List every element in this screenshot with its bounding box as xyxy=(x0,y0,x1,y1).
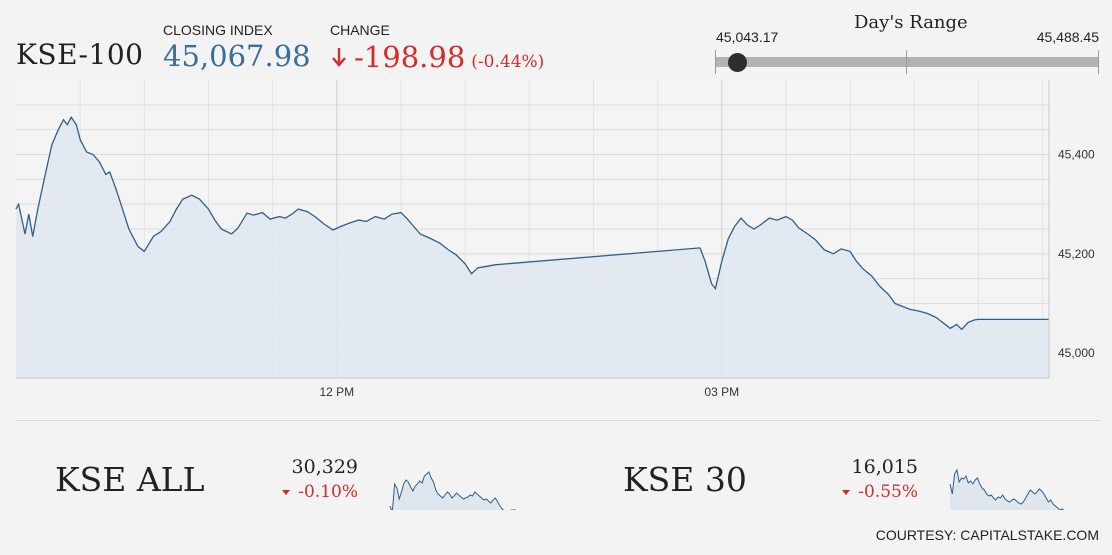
days-range-tick xyxy=(1098,50,1099,74)
closing-index-value: 45,067.98 xyxy=(163,39,311,73)
kse30-change-value: -0.55% xyxy=(858,482,918,502)
days-range-tick xyxy=(715,50,716,74)
change-percent: (-0.44%) xyxy=(471,52,545,72)
change-value: -198.98 xyxy=(354,40,466,74)
kse100-intraday-chart: 45,000 45,200 45,400 12 PM 03 PM xyxy=(15,80,1095,399)
y-tick-label: 45,200 xyxy=(1058,247,1095,261)
days-range-title: Day's Range xyxy=(854,12,968,33)
sparkline-line xyxy=(949,468,1065,510)
sparkline-area xyxy=(390,472,516,510)
kse30-value: 16,015 xyxy=(851,456,918,478)
series-area xyxy=(16,117,1049,379)
kse-all-sparkline xyxy=(389,471,516,510)
change-row: -198.98 (-0.44%) xyxy=(330,40,544,74)
days-range-high: 45,488.45 xyxy=(1036,29,1099,45)
change-label: CHANGE xyxy=(330,22,390,38)
arrow-down-icon xyxy=(332,48,346,67)
triangle-down-icon xyxy=(282,489,291,495)
sparkline-area xyxy=(950,470,1076,510)
kse30-name: KSE 30 xyxy=(623,460,747,499)
series-line xyxy=(15,116,1049,331)
kse-all-value: 30,329 xyxy=(291,456,358,478)
x-tick-label: 12 PM xyxy=(319,385,354,399)
courtesy-credit: COURTESY: CAPITALSTAKE.COM xyxy=(875,527,1099,543)
divider xyxy=(16,420,1100,421)
y-tick-label: 45,400 xyxy=(1058,148,1095,162)
index-name: KSE-100 xyxy=(16,38,144,71)
x-tick-label: 03 PM xyxy=(704,385,739,399)
triangle-down-icon xyxy=(842,489,851,495)
sparkline-line xyxy=(389,471,516,510)
kse-all-change: -0.10% xyxy=(238,482,358,502)
days-range-marker xyxy=(727,53,747,72)
days-range-tick xyxy=(906,50,907,74)
y-tick-label: 45,000 xyxy=(1058,346,1095,360)
kse30-sparkline xyxy=(949,468,1076,510)
closing-index-label: CLOSING INDEX xyxy=(163,22,273,38)
days-range-low: 45,043.17 xyxy=(716,29,779,45)
kse-all-change-value: -0.10% xyxy=(298,482,358,502)
kse-all-name: KSE ALL xyxy=(55,460,205,499)
kse30-change: -0.55% xyxy=(798,482,918,502)
days-range-bar xyxy=(715,57,1099,67)
